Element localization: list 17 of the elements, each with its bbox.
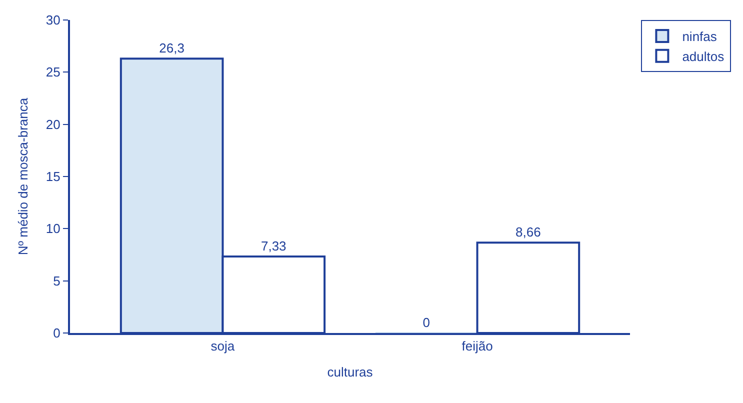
y-tick-label: 25 xyxy=(46,64,60,80)
x-tick-label: feijão xyxy=(462,338,493,354)
x-tick-label: soja xyxy=(210,338,236,354)
y-axis-title: Nº médio de mosca-branca xyxy=(15,97,30,256)
x-axis-title: culturas xyxy=(327,364,374,380)
legend-label: adultos xyxy=(682,48,725,64)
y-tick-label: 10 xyxy=(46,221,60,236)
y-tick-label: 20 xyxy=(46,116,60,132)
data-label: 8,66 xyxy=(516,224,541,240)
data-label: 7,33 xyxy=(260,238,286,254)
legend-label: ninfas xyxy=(682,29,718,44)
data-label: 26,3 xyxy=(159,40,184,56)
y-tick-label: 15 xyxy=(46,169,60,184)
y-tick-label: 5 xyxy=(53,273,60,288)
data-label: 0 xyxy=(422,315,430,330)
y-tick-label: 30 xyxy=(46,12,60,28)
y-tick-label: 0 xyxy=(53,326,60,341)
